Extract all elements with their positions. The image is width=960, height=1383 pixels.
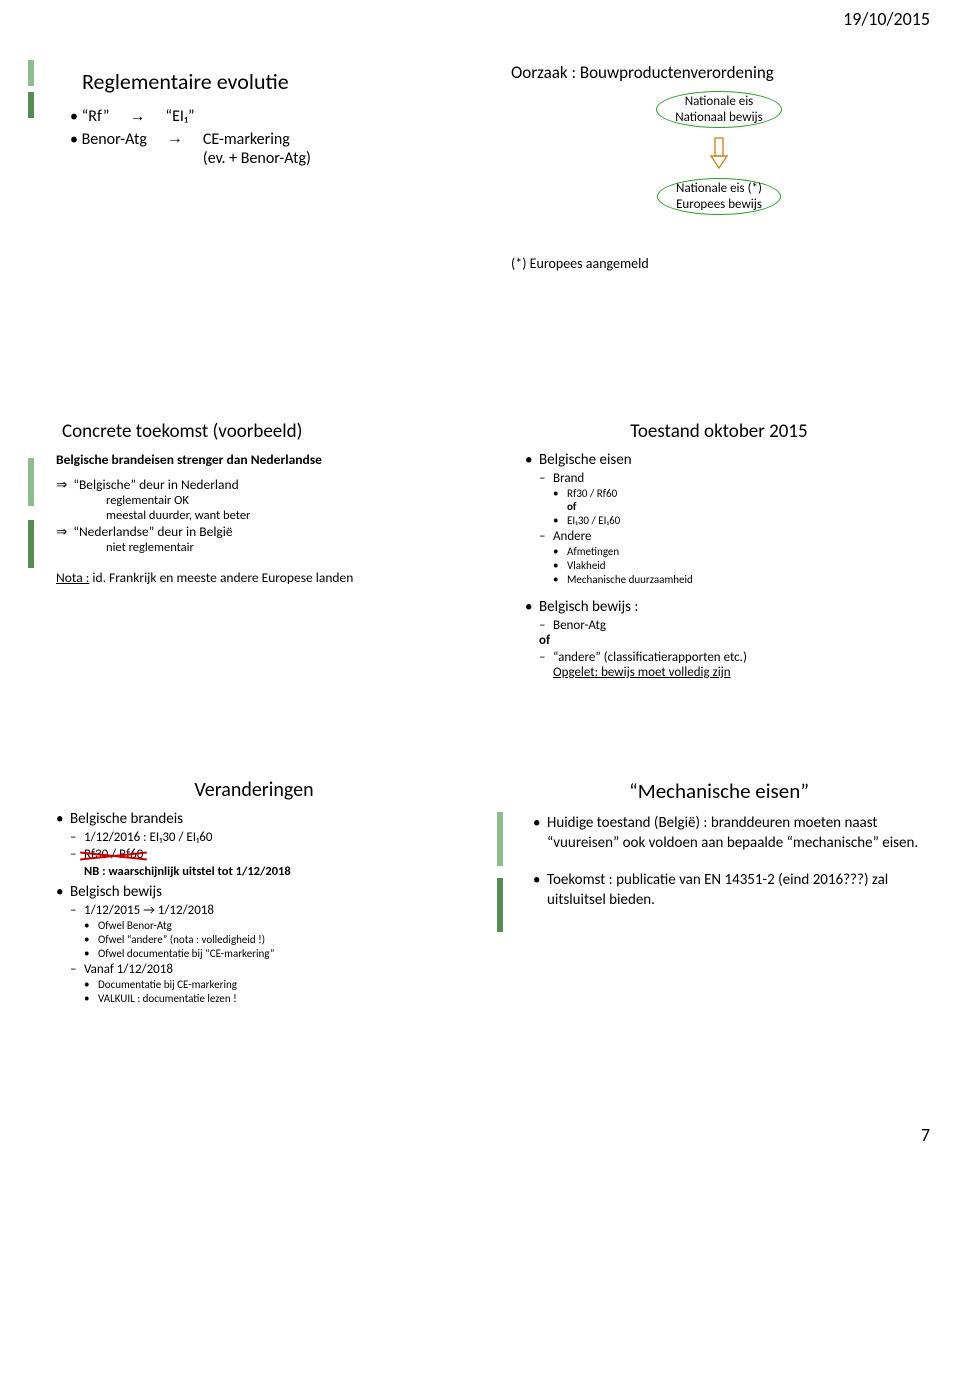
accent-bar bbox=[497, 812, 503, 932]
s1-row1-left: • “Rf” bbox=[70, 107, 109, 126]
s5-g2a2: Ofwel “andere” (nota : volledigheid !) bbox=[84, 933, 458, 946]
s4-g2a: Benor-Atg of bbox=[539, 618, 927, 648]
arrow-icon: ⇒ bbox=[56, 523, 67, 540]
s6-p1: Huidige toestand (België) : branddeuren … bbox=[533, 814, 927, 853]
s4-g1b3: Mechanische duurzaamheid bbox=[553, 573, 927, 586]
s1-row1-right: “EI₁” bbox=[165, 107, 194, 126]
slide-title: Oorzaak : Bouwproductenverordening bbox=[511, 62, 927, 83]
slide-title: Reglementaire evolutie bbox=[82, 68, 458, 95]
s4-g1a: Brand Rf30 / Rf60 of EI₁30 / EI₁60 bbox=[539, 471, 927, 527]
s5-g2a1: Ofwel Benor-Atg bbox=[84, 919, 458, 932]
s5-g1a: 1/12/2016 : EI₁30 / EI₁60 bbox=[70, 830, 458, 845]
s1-row2-right: CE-markering (ev. + Benor-Atg) bbox=[203, 130, 311, 168]
s3-li1b: meestal duurder, want beter bbox=[106, 508, 458, 523]
slide-5: Veranderingen Belgische brandeis 1/12/20… bbox=[20, 760, 470, 1100]
s5-g2b: Vanaf 1/12/2018 Documentatie bij CE-mark… bbox=[70, 962, 458, 1005]
s4-g2: Belgisch bewijs : Benor-Atg of “andere” … bbox=[525, 598, 927, 680]
s4-g1: Belgische eisen Brand Rf30 / Rf60 of EI₁… bbox=[525, 451, 927, 586]
s4-g1b: Andere Afmetingen Vlakheid Mechanische d… bbox=[539, 529, 927, 586]
s6-p2: Toekomst : publicatie van EN 14351-2 (ei… bbox=[533, 871, 927, 910]
slide-3: Concrete toekomst (voorbeeld) Belgische … bbox=[20, 402, 470, 742]
oval-bottom: Nationale eis (*) Europees bewijs bbox=[657, 178, 781, 215]
slide-4: Toestand oktober 2015 Belgische eisen Br… bbox=[489, 402, 939, 742]
slide-title: Concrete toekomst (voorbeeld) bbox=[62, 420, 458, 443]
s3-li2a: niet reglementair bbox=[106, 540, 458, 555]
s3-bold: Belgische brandeisen strenger dan Nederl… bbox=[56, 451, 458, 468]
slide-title: “Mechanische eisen” bbox=[511, 778, 927, 804]
s1-row1-arrow: → bbox=[129, 108, 145, 126]
accent-bar bbox=[28, 458, 34, 568]
slide-6: “Mechanische eisen” Huidige toestand (Be… bbox=[489, 760, 939, 1100]
nota-label: Nota : bbox=[56, 569, 89, 586]
s4-g2b: “andere” (classificatierapporten etc.) O… bbox=[539, 650, 927, 680]
s3-li2: “Nederlandse” deur in België bbox=[73, 523, 232, 540]
s5-g1b: Rf30 / Rf60 bbox=[70, 847, 458, 862]
slide-title: Toestand oktober 2015 bbox=[511, 420, 927, 443]
s4-g1b2: Vlakheid bbox=[553, 559, 927, 572]
s3-li1: “Belgische” deur in Nederland bbox=[73, 476, 238, 493]
s5-g1: Belgische brandeis 1/12/2016 : EI₁30 / E… bbox=[56, 810, 458, 879]
s1-row2-arrow: → bbox=[167, 130, 183, 148]
down-arrow-icon bbox=[709, 136, 729, 170]
s5-g2: Belgisch bewijs 1/12/2015 → 1/12/2018 Of… bbox=[56, 883, 458, 1005]
accent-bar bbox=[28, 60, 34, 118]
slide-2: Oorzaak : Bouwproductenverordening Natio… bbox=[489, 44, 939, 384]
s5-g2a3: Ofwel documentatie bij “CE-markering” bbox=[84, 947, 458, 960]
oval-top: Nationale eis Nationaal bewijs bbox=[656, 91, 782, 128]
page-date: 19/10/2015 bbox=[0, 0, 960, 34]
s5-g2b1: Documentatie bij CE-markering bbox=[84, 978, 458, 991]
slide-title: Veranderingen bbox=[50, 778, 458, 802]
s4-g2b-note: Opgelet: bewijs moet volledig zijn bbox=[553, 665, 731, 680]
footnote: (*) Europees aangemeld bbox=[511, 255, 927, 272]
s5-g2b2: VALKUIL : documentatie lezen ! bbox=[84, 992, 458, 1005]
page-number: 7 bbox=[0, 1120, 960, 1166]
s5-g2a: 1/12/2015 → 1/12/2018 Ofwel Benor-Atg Of… bbox=[70, 903, 458, 960]
s4-g1a2: EI₁30 / EI₁60 bbox=[553, 514, 927, 527]
s3-li1a: reglementair OK bbox=[106, 493, 458, 508]
s4-g1b1: Afmetingen bbox=[553, 545, 927, 558]
slide-grid: Reglementaire evolutie • “Rf” → “EI₁” • … bbox=[0, 34, 960, 1120]
s1-row2-left: • Benor-Atg bbox=[70, 130, 147, 149]
nota-text: id. Frankrijk en meeste andere Europese … bbox=[92, 569, 353, 586]
arrow-icon: ⇒ bbox=[56, 476, 67, 493]
s4-g1a1: Rf30 / Rf60 of bbox=[553, 487, 927, 513]
s5-g1nb: NB : waarschijnlijk uitstel tot 1/12/201… bbox=[84, 864, 458, 879]
slide-1: Reglementaire evolutie • “Rf” → “EI₁” • … bbox=[20, 44, 470, 384]
